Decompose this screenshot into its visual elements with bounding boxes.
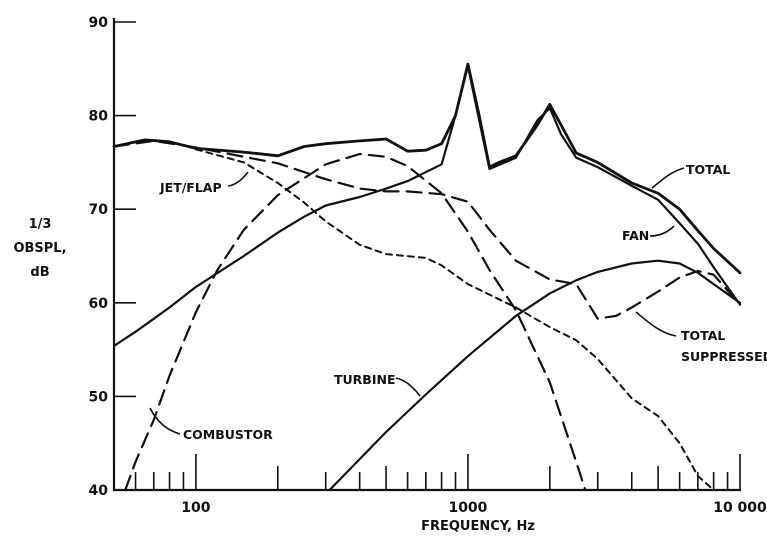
y-tick-label: 40 [89, 483, 109, 499]
series-jet-flap-line [112, 139, 742, 320]
label-total: TOTAL [686, 162, 730, 177]
y-tick-label: 90 [89, 15, 109, 31]
annotation-leader-line [149, 407, 181, 435]
y-ticks: 40 50 60 70 80 90 [89, 15, 136, 499]
label-jet-flap: JET/FLAP [159, 180, 222, 195]
annotation-leader-line [395, 377, 421, 397]
label-fan: FAN [622, 228, 649, 243]
label-combustor: COMBUSTOR [183, 427, 273, 442]
annotation-leaders [149, 167, 685, 435]
series-layer [112, 62, 742, 492]
y-axis-title-line-3: dB [30, 265, 49, 280]
series-combustor-line [124, 152, 587, 492]
x-tick-label: 10 000 [713, 500, 767, 516]
series-fan-line [112, 64, 742, 347]
y-tick-label: 80 [89, 109, 109, 125]
axes [112, 18, 741, 492]
label-total-suppressed-line-1: TOTAL [681, 328, 725, 343]
label-turbine: TURBINE [334, 372, 395, 387]
label-total-suppressed-line-2: SUPPRESSED [681, 349, 767, 364]
annotation-leader-line [651, 167, 685, 189]
y-tick-label: 70 [89, 202, 109, 218]
series-total-suppressed-line [194, 148, 715, 491]
y-tick-label: 50 [89, 389, 109, 405]
annotation-leader-line [635, 311, 677, 337]
series-turbine-line [328, 259, 742, 492]
x-tick-label: 1000 [448, 500, 487, 516]
annotation-leader-line [649, 225, 675, 237]
x-tick-label: 100 [181, 500, 210, 516]
y-tick-label: 60 [89, 296, 109, 312]
annotation-leader-line [227, 171, 249, 187]
y-axis-title-line-2: OBSPL, [13, 241, 66, 256]
x-ticks: 100 1000 10 000 [113, 454, 767, 516]
y-axis-title-line-1: 1/3 [29, 217, 52, 232]
x-axis-title: FREQUENCY, Hz [421, 519, 535, 534]
